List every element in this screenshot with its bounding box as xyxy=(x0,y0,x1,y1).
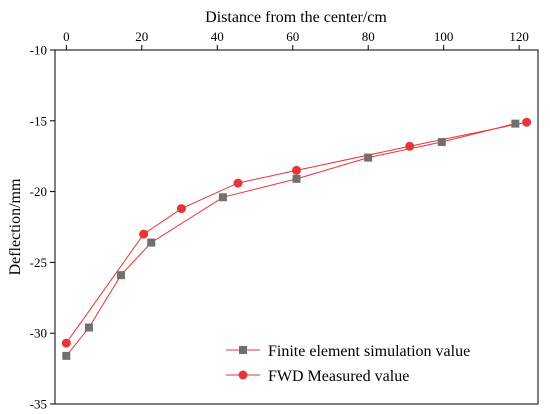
legend-label-fwd: FWD Measured value xyxy=(268,368,409,385)
data-point-circle xyxy=(139,229,149,239)
y-tick-label: -35 xyxy=(30,397,47,412)
data-point-circle xyxy=(522,117,532,127)
data-point-circle xyxy=(61,338,71,348)
data-point-square xyxy=(437,138,446,147)
x-axis-title: Distance from the center/cm xyxy=(205,9,387,26)
data-point-square xyxy=(292,174,301,183)
x-tick-label: 120 xyxy=(509,29,529,44)
y-tick-label: -30 xyxy=(30,326,47,341)
x-tick-label: 100 xyxy=(434,29,454,44)
data-point-square xyxy=(117,271,126,280)
data-point-circle xyxy=(176,204,186,214)
data-point-circle xyxy=(405,141,415,151)
data-point-square xyxy=(147,238,156,247)
y-tick-label: -10 xyxy=(30,43,47,58)
x-tick-label: 60 xyxy=(286,29,299,44)
y-axis-title: Deflection/mm xyxy=(7,178,24,275)
x-tick-label: 0 xyxy=(63,29,70,44)
x-axis-ticks: 0 20 40 60 80 100 120 xyxy=(63,29,529,50)
x-tick-label: 20 xyxy=(135,29,148,44)
legend-label-fe: Finite element simulation value xyxy=(268,343,470,360)
legend: Finite element simulation value FWD Meas… xyxy=(226,343,470,385)
data-point-square xyxy=(218,193,227,202)
y-tick-label: -25 xyxy=(30,255,47,270)
plot-frame xyxy=(54,49,539,405)
y-tick-label: -20 xyxy=(30,184,47,199)
y-tick-label: -15 xyxy=(30,113,47,128)
legend-marker-square xyxy=(239,346,247,354)
data-point-square xyxy=(511,119,520,128)
data-point-square xyxy=(62,351,71,360)
x-tick-label: 40 xyxy=(211,29,224,44)
series-line-1 xyxy=(65,121,527,344)
series-line-0 xyxy=(65,123,516,357)
y-axis-ticks: -35 -30 -25 -20 -15 -10 xyxy=(30,43,55,412)
legend-marker-circle xyxy=(238,370,248,380)
data-point-circle xyxy=(233,178,243,188)
series-layer xyxy=(61,117,532,360)
data-point-square xyxy=(84,323,93,332)
data-point-circle xyxy=(292,165,301,175)
x-tick-label: 80 xyxy=(362,29,375,44)
data-point-square xyxy=(364,153,373,162)
